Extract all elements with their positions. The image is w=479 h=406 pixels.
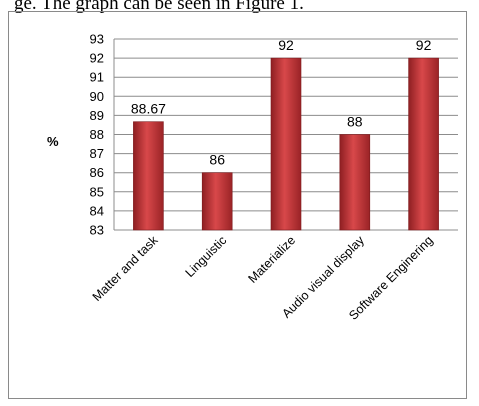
data-labels: 88.67 86 92 88 92 [131,37,432,168]
category-label: Materialize [245,233,298,286]
bar [133,121,164,231]
caption-fragment: ge. The graph can be seen in Figure 1. [14,0,304,14]
y-tick-label: 89 [90,108,104,123]
y-tick-label: 83 [90,223,104,238]
chart-frame [8,11,467,399]
data-label: 92 [278,37,294,53]
category-label: Matter and task [90,233,161,304]
bars [133,57,439,231]
data-label: 92 [416,37,432,53]
category-labels: Matter and task Linguistic MaterializeAudi… [90,233,436,323]
data-label: 86 [209,152,225,168]
y-tick-label: 88 [90,127,104,142]
y-tick-label: 85 [90,184,104,199]
y-tick-label: 91 [90,70,104,85]
data-label: 88.67 [131,101,166,117]
data-label: 88 [347,114,363,130]
y-tick-label: 90 [90,89,104,104]
y-tick-label: 92 [90,51,104,66]
y-tick-label: 93 [90,32,104,47]
y-tick-labels: 83 84 85 86 87 88 89 90 91 92 93 [90,32,104,238]
category-label: Linguistic [183,233,230,280]
y-tick-label: 84 [90,203,104,218]
bar [201,172,233,231]
y-axis-label: % [47,134,59,149]
bar [339,134,371,231]
y-tick-label: 87 [90,146,104,161]
y-tick-label: 86 [90,165,104,180]
bar [408,57,439,231]
bar [270,57,302,231]
